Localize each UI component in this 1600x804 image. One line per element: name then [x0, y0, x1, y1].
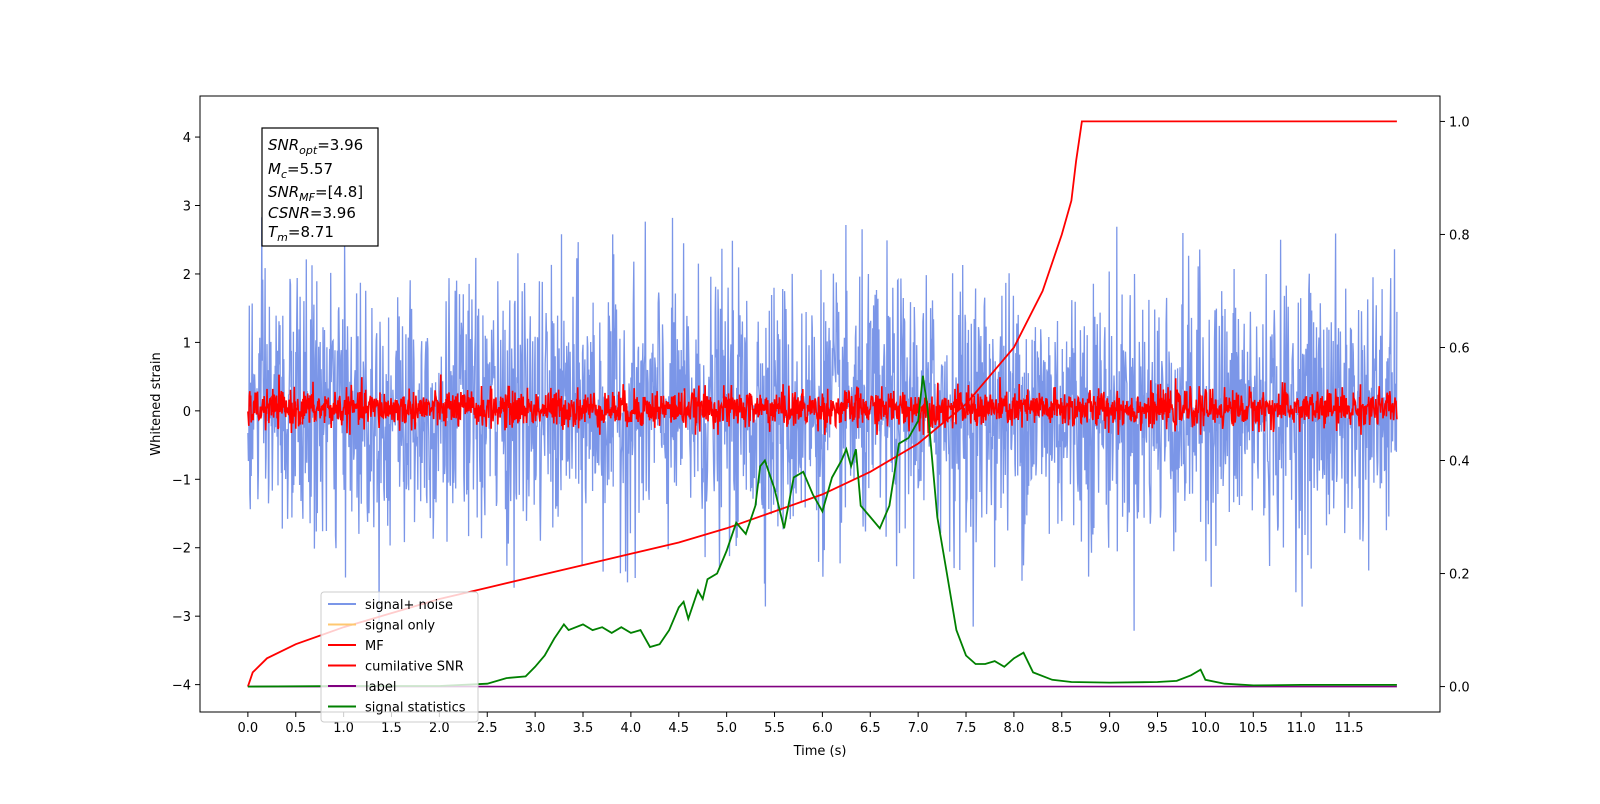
y-tick-label: 3: [183, 200, 191, 215]
x-tick-label: 5.0: [716, 721, 737, 736]
x-tick-label: 6.0: [812, 721, 833, 736]
annotation-box: SNRopt=3.96 Mc=5.57 SNRMF=[4.8] CSNR=3.9…: [261, 127, 379, 247]
y2-tick-label: 0.6: [1449, 341, 1470, 356]
x-tick-label: 2.0: [429, 721, 450, 736]
x-tick-label: 4.5: [668, 721, 689, 736]
legend: signal+ noise signal only MF cumilative SNR…: [320, 591, 479, 723]
y-axis-left: −4 −3 −2 −1 0 1 2 3 4: [172, 131, 200, 694]
y-tick-label: −4: [172, 679, 191, 694]
y-axis-label: Whitened strain: [149, 352, 164, 455]
y2-tick-label: 0.2: [1449, 568, 1470, 583]
x-axis: 0.0 0.5 1.0 1.5 2.0 2.5 3.0 3.5 4.0 4.5 5.0 5.5 6.0 6…: [238, 712, 1364, 736]
anno-sub: m: [277, 231, 288, 244]
y2-tick-label: 0.4: [1449, 455, 1470, 470]
y-tick-label: −3: [172, 610, 191, 625]
x-tick-label: 0.5: [285, 721, 306, 736]
anno-sub: opt: [299, 144, 318, 157]
x-tick-label: 3.5: [573, 721, 594, 736]
anno-sub: MF: [299, 191, 315, 204]
anno-sym: SNR: [268, 136, 299, 154]
y-tick-label: 1: [183, 336, 191, 351]
anno-val: =[4.8]: [315, 183, 363, 201]
y-tick-label: 2: [183, 268, 191, 283]
x-axis-label: Time (s): [793, 744, 847, 759]
x-tick-label: 7.0: [908, 721, 929, 736]
y-tick-label: −1: [172, 473, 191, 488]
y-axis-right: 0.0 0.2 0.4 0.6 0.8 1.0: [1440, 115, 1470, 696]
anno-sym: M: [268, 160, 281, 178]
y-tick-label: 4: [183, 131, 191, 146]
anno-val: =3.96: [317, 136, 363, 154]
annotation-csnr: CSNR=3.96: [268, 204, 356, 222]
x-tick-label: 2.5: [477, 721, 498, 736]
y2-tick-label: 0.0: [1449, 681, 1470, 696]
x-tick-label: 11.0: [1287, 721, 1316, 736]
x-tick-label: 10.5: [1239, 721, 1268, 736]
x-tick-label: 10.0: [1191, 721, 1220, 736]
y2-tick-label: 0.8: [1449, 228, 1470, 243]
y-tick-label: 0: [183, 405, 191, 420]
y2-tick-label: 1.0: [1449, 115, 1470, 130]
anno-sub: c: [281, 168, 287, 181]
x-tick-label: 4.0: [621, 721, 642, 736]
x-tick-label: 9.5: [1147, 721, 1168, 736]
plot-frame: [199, 95, 1441, 713]
anno-sym: CSNR: [268, 204, 310, 222]
x-tick-label: 5.5: [764, 721, 785, 736]
anno-val: =5.57: [287, 160, 333, 178]
legend-label: signal statistics: [365, 701, 466, 716]
annotation-snr-mf: SNRMF=[4.8]: [268, 183, 363, 204]
annotation-mc: Mc=5.57: [268, 160, 333, 181]
x-tick-label: 8.5: [1051, 721, 1072, 736]
x-tick-label: 11.5: [1335, 721, 1364, 736]
x-tick-label: 8.0: [1004, 721, 1025, 736]
legend-label: signal only: [365, 619, 435, 634]
anno-val: =3.96: [310, 204, 356, 222]
x-tick-label: 1.0: [333, 721, 354, 736]
legend-label: signal+ noise: [365, 598, 453, 613]
series-signal-statistics-line: [247, 375, 1397, 688]
annotation-snr-opt: SNRopt=3.96: [268, 136, 363, 157]
legend-label: MF: [365, 639, 384, 654]
legend-label: cumilative SNR: [365, 660, 464, 675]
x-tick-label: 9.0: [1099, 721, 1120, 736]
anno-val: =8.71: [288, 223, 334, 241]
x-tick-label: 0.0: [238, 721, 259, 736]
legend-label: label: [365, 680, 396, 695]
annotation-frame: [261, 127, 379, 247]
annotation-tm: Tm=8.71: [268, 223, 334, 244]
series-mf-line: [247, 374, 1398, 435]
anno-sym: T: [268, 223, 279, 241]
anno-sym: SNR: [268, 183, 299, 201]
x-tick-label: 6.5: [860, 721, 881, 736]
x-tick-label: 3.0: [525, 721, 546, 736]
y-tick-label: −2: [172, 542, 191, 557]
x-tick-label: 7.5: [956, 721, 977, 736]
x-tick-label: 1.5: [381, 721, 402, 736]
legend-frame: [320, 591, 479, 723]
